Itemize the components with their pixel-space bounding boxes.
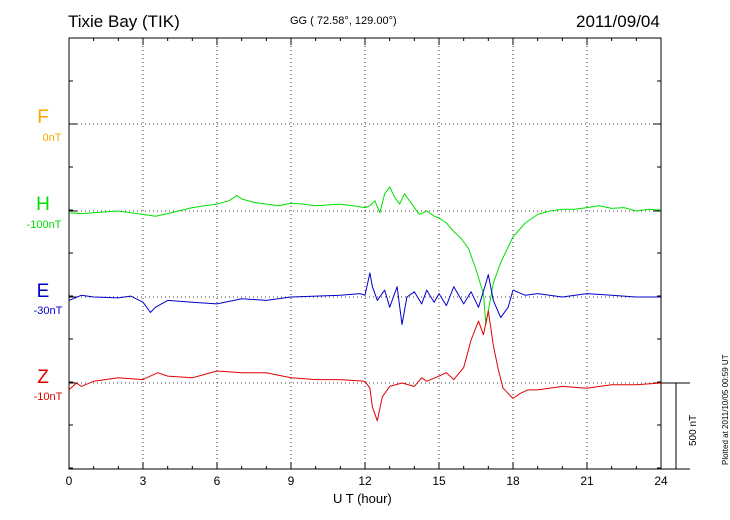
x-tick-label: 6 bbox=[214, 474, 221, 488]
x-tick-label: 0 bbox=[66, 474, 73, 488]
scale-bar-label: 500 nT bbox=[688, 414, 699, 446]
x-tick-label: 9 bbox=[288, 474, 295, 488]
series-label-h: H bbox=[36, 194, 50, 215]
station-title: Tixie Bay (TIK) bbox=[68, 12, 180, 31]
x-tick-label: 12 bbox=[358, 474, 372, 488]
series-line-e bbox=[68, 272, 661, 325]
x-tick-label: 24 bbox=[654, 474, 668, 488]
baseline-label-z: -10nT bbox=[33, 391, 63, 403]
series-label-f: F bbox=[37, 107, 49, 128]
baseline-label-e: -30nT bbox=[33, 305, 63, 317]
baseline-label-h: -100nT bbox=[26, 219, 62, 231]
series-line-h bbox=[68, 186, 662, 325]
series-line-z bbox=[68, 310, 662, 422]
baseline-label-f: 0nT bbox=[42, 132, 62, 144]
station-coordinates: GG ( 72.58°, 129.00°) bbox=[290, 15, 397, 27]
x-tick-label: 15 bbox=[432, 474, 446, 488]
series-label-e: E bbox=[36, 281, 50, 302]
plotted-timestamp: Plotted at 2011/10/05 00:59 UT bbox=[721, 354, 730, 465]
x-axis-label: U T (hour) bbox=[333, 491, 392, 506]
x-tick-label: 18 bbox=[506, 474, 520, 488]
plot-date: 2011/09/04 bbox=[576, 12, 660, 31]
x-tick-label: 21 bbox=[580, 474, 594, 488]
x-tick-label: 3 bbox=[140, 474, 147, 488]
series-label-z: Z bbox=[37, 367, 49, 388]
